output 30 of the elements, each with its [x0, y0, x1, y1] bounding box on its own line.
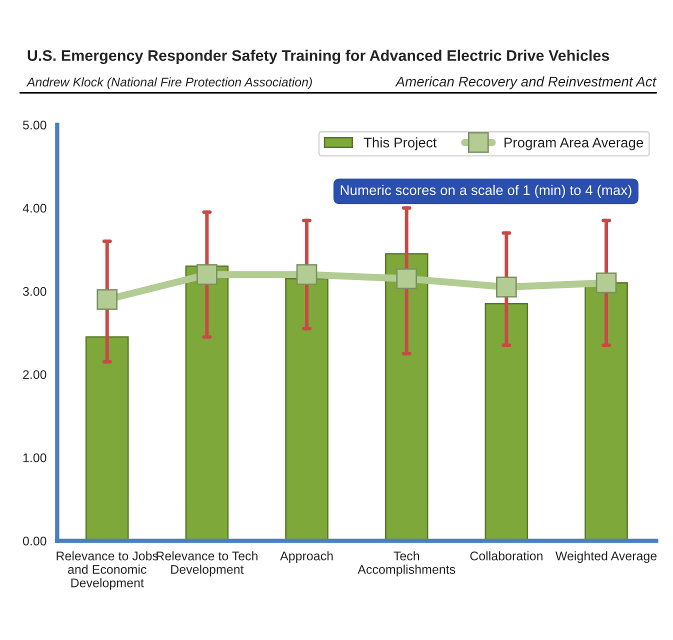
bar	[285, 278, 328, 541]
x-tick-label: Approach	[280, 551, 333, 563]
point	[596, 272, 617, 294]
bar	[85, 336, 129, 541]
y-tick-label: 5.00	[22, 120, 46, 130]
point	[96, 289, 118, 310]
point	[496, 276, 517, 298]
y-tick-label: 0.00	[22, 536, 46, 546]
x-tick-label: Weighted Average	[555, 551, 657, 563]
y-tick-label: 3.00	[22, 287, 46, 296]
text: Andrew Klock (National Fire Protection Association)	[26, 77, 312, 89]
annotation: Numeric scores on a scale of 1 (min) to 4 (max)	[340, 184, 632, 198]
legend-label: Program Area Average	[504, 138, 644, 150]
y-tick-label: 4.00	[22, 204, 46, 213]
bar	[484, 302, 528, 541]
x-tick-label: Tech Accomplishments	[358, 551, 456, 576]
bar	[185, 266, 229, 541]
y-tick-label: 1.00	[23, 453, 46, 462]
point	[196, 264, 218, 285]
x-tick-label: Relevance to Tech Development	[156, 551, 258, 576]
x-tick-label: Collaboration	[470, 551, 542, 560]
bar	[584, 282, 628, 541]
text: American Recovery and Reinvestment Act	[395, 76, 657, 90]
point	[396, 268, 418, 290]
x-tick-label: Relevance to Jobs and Economic Development	[56, 551, 158, 590]
chart-title: U.S. Emergency Responder Safety Training for Advanced Electric Drive Vehicles	[28, 50, 610, 64]
point	[296, 264, 318, 285]
legend-label: This Project	[364, 137, 437, 150]
bar	[384, 253, 428, 541]
y-tick-label: 2.00	[23, 370, 46, 380]
